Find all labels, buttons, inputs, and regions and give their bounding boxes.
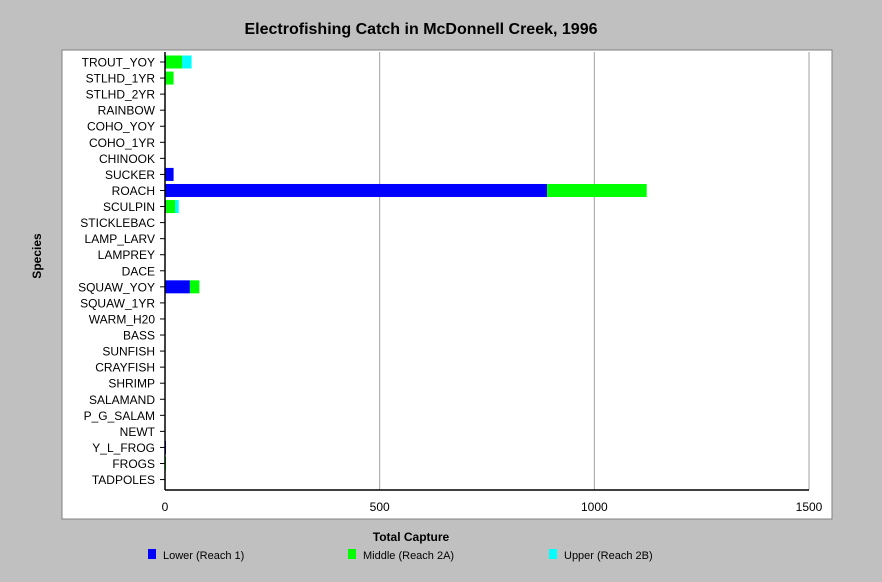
- x-tick-label: 500: [370, 500, 390, 514]
- bar-sucker-series-1: [165, 167, 174, 181]
- legend-label: Upper (Reach 2B): [564, 550, 653, 562]
- y-tick-label: SQUAW_YOY: [78, 280, 155, 294]
- y-tick-label: CHINOOK: [99, 152, 155, 166]
- bar-roach-series-1: [165, 183, 548, 197]
- y-tick-label: BASS: [123, 329, 155, 343]
- y-tick-label: SCULPIN: [103, 200, 155, 214]
- x-tick-label: 0: [162, 500, 169, 514]
- y-tick-label: WARM_H20: [89, 312, 156, 326]
- axes: [160, 52, 809, 491]
- y-tick-label: SUNFISH: [102, 345, 155, 359]
- chart-title: Electrofishing Catch in McDonnell Creek,…: [245, 21, 598, 38]
- x-tick-label: 1500: [796, 500, 823, 514]
- y-tick-label: Y_L_FROG: [92, 441, 155, 455]
- y-tick-label: DACE: [122, 264, 155, 278]
- bar-squaw-yoy-series-2: [189, 280, 200, 294]
- bar-roach-series-2: [547, 183, 647, 197]
- legend-swatch: [549, 549, 557, 559]
- legend-label: Lower (Reach 1): [163, 550, 244, 562]
- x-tick-label: 1000: [581, 500, 608, 514]
- y-tick-label: LAMPREY: [98, 248, 155, 262]
- y-tick-label: STLHD_1YR: [86, 72, 156, 86]
- legend-swatch: [148, 549, 156, 559]
- y-tick-label: TROUT_YOY: [82, 56, 155, 70]
- y-tick-label: SUCKER: [105, 168, 155, 182]
- y-tick-label: TADPOLES: [92, 473, 155, 487]
- y-tick-labels: TROUT_YOY STLHD_1YR STLHD_2YR RAINBOW COHO_Y…: [78, 56, 156, 488]
- y-tick-label: COHO_YOY: [87, 120, 155, 134]
- y-axis-title: Species: [30, 233, 44, 279]
- y-tick-label: SHRIMP: [108, 377, 155, 391]
- bar-trout-yoy-series-3: [182, 55, 192, 69]
- x-tick-labels: 0 500 1000 1500: [162, 500, 823, 514]
- y-tick-label: ROACH: [112, 184, 155, 198]
- bars: [165, 55, 647, 470]
- bar-trout-yoy-series-2: [165, 55, 183, 69]
- y-tick-label: COHO_1YR: [89, 136, 155, 150]
- y-tick-label: P_G_SALAM: [84, 409, 155, 423]
- bar-squaw-yoy-series-1: [165, 280, 190, 294]
- gridlines: [379, 52, 810, 490]
- legend: Lower (Reach 1) Middle (Reach 2A) Upper (R…: [148, 549, 653, 562]
- bar-sculpin-series-2: [165, 200, 176, 214]
- legend-swatch: [348, 549, 356, 559]
- legend-label: Middle (Reach 2A): [363, 550, 454, 562]
- y-tick-label: CRAYFISH: [95, 361, 155, 375]
- bar-sculpin-series-3: [175, 200, 179, 214]
- y-tick-label: STLHD_2YR: [86, 88, 156, 102]
- y-tick-label: SQUAW_1YR: [80, 296, 155, 310]
- y-tick-label: NEWT: [120, 425, 156, 439]
- bar-stlhd-1yr-series-2: [165, 71, 174, 85]
- x-axis-title: Total Capture: [373, 530, 450, 544]
- y-tick-label: FROGS: [112, 457, 155, 471]
- y-tick-label: LAMP_LARV: [85, 232, 155, 246]
- y-tick-label: SALAMAND: [89, 393, 155, 407]
- y-tick-label: STICKLEBAC: [80, 216, 155, 230]
- y-tick-label: RAINBOW: [98, 104, 156, 118]
